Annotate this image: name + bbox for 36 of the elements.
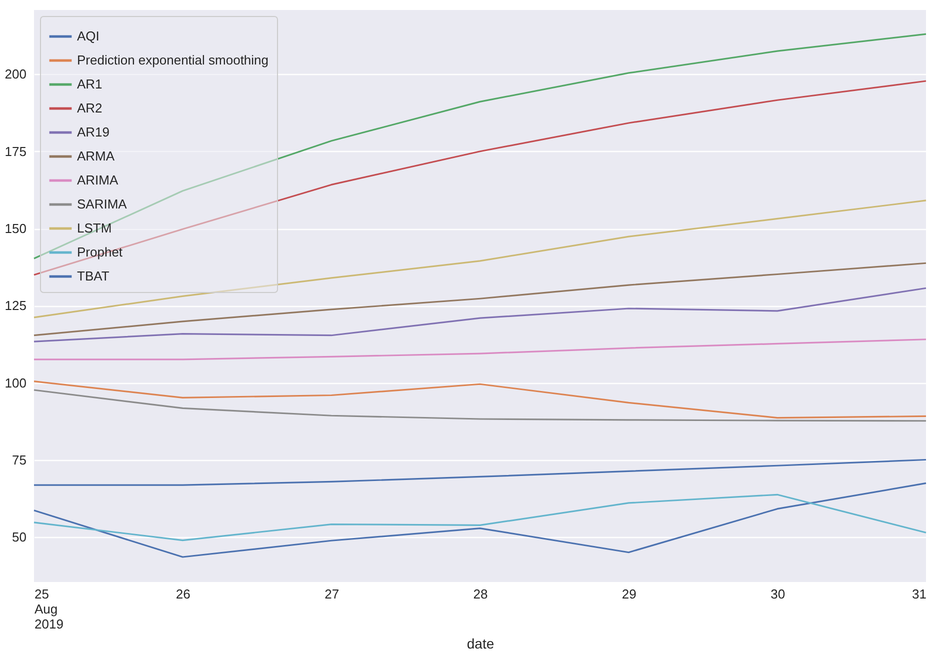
legend-label: SARIMA <box>77 196 128 212</box>
y-tick-label: 100 <box>4 375 26 390</box>
x-tick-label: 29 <box>622 586 636 602</box>
line-series <box>33 482 927 558</box>
x-tick-label: 28 <box>473 586 488 602</box>
legend-label: TBAT <box>77 268 110 284</box>
y-tick-label: 75 <box>12 452 26 468</box>
line-series <box>33 380 927 419</box>
x-tick-label: 26 <box>176 586 190 602</box>
legend-label: AR1 <box>77 76 102 92</box>
legend-label: AR19 <box>77 124 110 140</box>
x-tick-label: 27 <box>324 586 340 602</box>
legend-label: Prophet <box>77 244 123 260</box>
legend-label: AR2 <box>77 100 102 116</box>
x-tick-label: 25 Aug 2019 <box>34 586 64 632</box>
y-tick-label: 125 <box>4 298 26 314</box>
line-series <box>33 458 927 486</box>
line-series <box>33 389 927 422</box>
line-series <box>33 287 927 342</box>
line-series <box>33 262 927 336</box>
line-series <box>33 200 927 318</box>
y-tick-label: 150 <box>4 221 26 236</box>
y-tick-label: 50 <box>12 530 26 545</box>
x-axis-title: date <box>466 636 494 652</box>
legend-label: ARMA <box>77 148 115 164</box>
line-series <box>33 338 927 360</box>
legend-label: LSTM <box>77 220 112 236</box>
line-series <box>33 494 927 542</box>
y-tick-label: 200 <box>4 66 26 82</box>
legend-label: ARIMA <box>77 172 118 188</box>
y-tick-label: 175 <box>4 144 26 159</box>
line-series <box>33 33 927 260</box>
x-tick-label: 30 <box>770 586 786 602</box>
legend-label: AQI <box>77 28 100 44</box>
legend-label: Prediction exponential smoothing <box>77 52 269 68</box>
x-tick-label: 31 <box>912 586 926 602</box>
